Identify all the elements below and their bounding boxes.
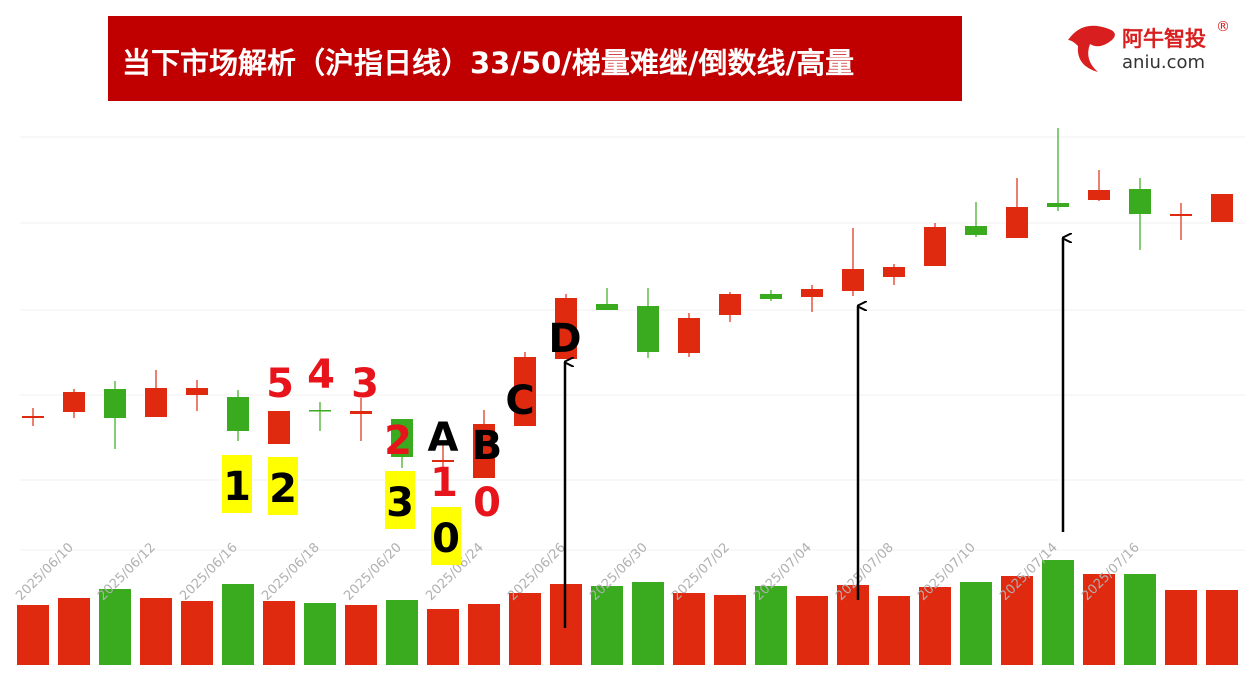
brand-mark: ® — [1216, 19, 1230, 35]
volume-bar — [140, 598, 172, 665]
candle-body — [104, 389, 126, 418]
annotation: A — [428, 415, 459, 461]
volume-bar — [263, 601, 295, 665]
brand-site: aniu.com — [1122, 52, 1205, 73]
candle-body — [1211, 194, 1233, 222]
candle-body — [678, 318, 700, 353]
logo-icon — [1068, 25, 1115, 72]
volume-bar — [673, 593, 705, 665]
volume-bar — [878, 596, 910, 665]
volume-bar — [386, 600, 418, 665]
candle-body — [760, 294, 782, 299]
volume-bar — [1165, 590, 1197, 665]
chart-title: 当下市场解析（沪指日线）33/50/梯量难继/倒数线/高量 — [122, 46, 854, 80]
annotation: 3 — [386, 480, 414, 526]
volume-bar — [222, 584, 254, 665]
volume-bar — [591, 586, 623, 665]
volume-bar — [181, 601, 213, 665]
candle-body — [719, 294, 741, 315]
candle-body — [555, 298, 577, 359]
annotation: 1 — [223, 464, 251, 510]
candle-body — [1006, 207, 1028, 238]
candle-body — [1047, 203, 1069, 207]
volume-bar — [1042, 560, 1074, 665]
volume-bar — [1206, 590, 1238, 665]
arrows — [563, 238, 1063, 628]
annotation-highlight — [431, 507, 461, 565]
annotation: B — [472, 423, 503, 469]
candle-body — [1088, 190, 1110, 200]
candle-body — [596, 304, 618, 310]
grid — [20, 136, 1245, 551]
annotation-highlight — [222, 455, 252, 513]
candle-body — [842, 269, 864, 291]
volume-bar — [960, 582, 992, 665]
candle-body — [473, 424, 495, 478]
annotation: 5 — [266, 361, 294, 407]
volume-bar — [837, 585, 869, 665]
candle-body — [63, 392, 85, 412]
annotation: D — [548, 316, 581, 362]
brand-name: 阿牛智投 — [1122, 27, 1206, 51]
volume-bar — [304, 603, 336, 665]
candle-body — [145, 388, 167, 417]
volume-bar — [632, 582, 664, 665]
annotation: 2 — [384, 418, 412, 464]
title-banner — [108, 16, 962, 101]
volume-bar — [919, 587, 951, 665]
candle-body — [22, 416, 44, 418]
candle-body — [801, 289, 823, 297]
candle-body — [1129, 189, 1151, 214]
candle-body — [432, 460, 454, 462]
annotation: 3 — [351, 361, 379, 407]
candle-body — [883, 267, 905, 277]
annotation: C — [505, 378, 534, 424]
annotation: 1 — [430, 460, 458, 506]
volume-bar — [755, 586, 787, 665]
candle-body — [1170, 214, 1192, 216]
volume-bar — [17, 605, 49, 665]
logo: 阿牛智投 ® aniu.com — [1068, 19, 1230, 73]
annotation: 0 — [473, 480, 501, 526]
candle-body — [227, 397, 249, 431]
candle-body — [924, 227, 946, 266]
volume-bar — [509, 593, 541, 665]
volume-bar — [1001, 576, 1033, 665]
volume-bar — [427, 609, 459, 665]
volume-bar — [58, 598, 90, 665]
volume-bar — [345, 605, 377, 665]
annotation: 2 — [269, 466, 297, 512]
candle-body — [391, 419, 413, 457]
annotation-highlight — [385, 471, 415, 529]
candle-body — [309, 410, 331, 412]
candle-body — [637, 306, 659, 352]
candle-body — [965, 226, 987, 235]
volume-bar — [468, 604, 500, 665]
volume-bar — [1124, 574, 1156, 665]
annotation: 4 — [307, 352, 335, 398]
volume-bar — [1083, 574, 1115, 665]
candle-body — [514, 357, 536, 426]
volume-bar — [796, 596, 828, 665]
candle-body — [186, 388, 208, 395]
candle-body — [268, 411, 290, 444]
annotation: 0 — [432, 516, 460, 562]
plot: 2025/06/10 2025/06/12 2025/06/16 2025/06/18… — [13, 128, 1238, 665]
annotation-highlight — [268, 457, 298, 515]
volume-bar — [714, 595, 746, 665]
candle-body — [350, 411, 372, 414]
volume-bar — [99, 589, 131, 665]
